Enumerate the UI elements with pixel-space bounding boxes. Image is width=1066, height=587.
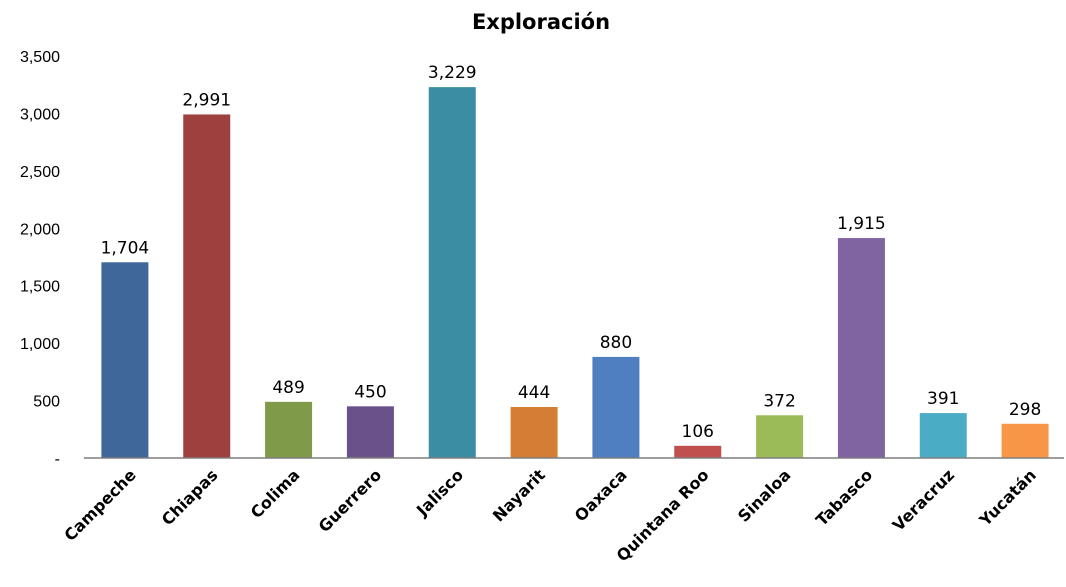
x-tick-label: Veracruz bbox=[889, 465, 958, 534]
data-label: 298 bbox=[1009, 400, 1041, 420]
y-tick-label: 2,500 bbox=[20, 164, 60, 181]
bar-sinaloa bbox=[756, 415, 804, 458]
data-label: 1,704 bbox=[101, 238, 150, 258]
data-label: 2,991 bbox=[182, 90, 231, 110]
data-label: 880 bbox=[600, 333, 632, 353]
x-tick-label: Guerrero bbox=[315, 465, 386, 536]
x-tick-label: Colima bbox=[247, 465, 304, 522]
data-label: 3,229 bbox=[428, 63, 477, 83]
data-label: 391 bbox=[927, 389, 959, 409]
data-label: 450 bbox=[354, 382, 386, 402]
y-tick-label: 3,000 bbox=[20, 106, 60, 123]
x-tick-label: Oaxaca bbox=[571, 465, 631, 525]
value-labels: 1,704 2,991 489 450 3,229 444 880 106 372 1,915 39… bbox=[101, 63, 1042, 442]
y-tick-label: - bbox=[55, 451, 60, 468]
x-axis-labels: Campeche Chiapas Colima Guerrero Jalisco Naya… bbox=[60, 465, 1040, 565]
bar-oaxaca bbox=[592, 356, 640, 458]
data-label: 106 bbox=[682, 422, 714, 442]
x-tick-label: Chiapas bbox=[158, 465, 222, 529]
data-label: 489 bbox=[272, 378, 304, 398]
y-tick-label: 1,000 bbox=[20, 336, 60, 353]
y-tick-label: 2,000 bbox=[20, 221, 60, 238]
bar-nayarit bbox=[510, 407, 558, 458]
bars bbox=[101, 87, 1049, 459]
x-tick-label: Yucatán bbox=[975, 465, 1040, 530]
bar-jalisco bbox=[428, 87, 476, 459]
data-label: 444 bbox=[518, 383, 550, 403]
x-tick-label: Sinaloa bbox=[734, 465, 794, 525]
data-label: 372 bbox=[763, 391, 795, 411]
y-tick-label: 500 bbox=[33, 394, 60, 411]
x-tick-label: Tabasco bbox=[812, 465, 876, 529]
bar-campeche bbox=[101, 262, 149, 458]
bar-colima bbox=[265, 401, 313, 458]
x-tick-label: Nayarit bbox=[489, 465, 549, 525]
data-label: 1,915 bbox=[837, 214, 886, 234]
bar-chiapas bbox=[183, 114, 231, 459]
bar-guerrero bbox=[346, 406, 394, 458]
bar-veracruz bbox=[919, 413, 967, 458]
bar-yucatán bbox=[1001, 423, 1049, 458]
y-tick-label: 1,500 bbox=[20, 279, 60, 296]
bar-quintana-roo bbox=[674, 445, 722, 458]
bar-tabasco bbox=[837, 238, 885, 458]
y-axis-ticks: - 500 1,000 1,500 2,000 2,500 3,000 3,500 bbox=[20, 49, 60, 468]
chart-title: Exploración bbox=[472, 10, 610, 34]
x-tick-label: Campeche bbox=[60, 465, 139, 544]
y-tick-label: 3,500 bbox=[20, 49, 60, 66]
x-tick-label: Jalisco bbox=[412, 465, 467, 520]
